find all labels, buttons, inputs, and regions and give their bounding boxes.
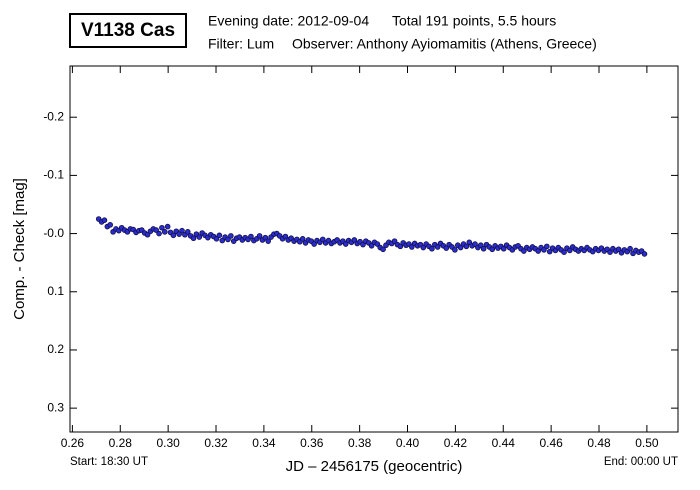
data-point: [535, 248, 542, 254]
data-point: [452, 247, 458, 253]
data-point: [282, 233, 289, 240]
data-point: [219, 237, 226, 244]
data-point: [156, 230, 162, 237]
x-tick-label: 0.28: [109, 436, 133, 450]
data-point: [380, 246, 386, 253]
y-axis-label: Comp. - Check [mag]: [11, 178, 28, 320]
data-point: [342, 241, 349, 247]
chart-title: V1138 Cas: [81, 20, 175, 41]
data-point: [521, 248, 527, 254]
end-time: End: 00:00 UT: [604, 456, 678, 468]
y-tick-label: -0.1: [43, 168, 64, 182]
x-tick-label: 0.40: [396, 436, 420, 450]
data-point: [225, 236, 231, 243]
x-tick-label: 0.30: [156, 436, 180, 450]
data-point: [391, 238, 398, 244]
data-point: [351, 237, 358, 243]
data-point: [368, 242, 375, 249]
x-tick-label: 0.42: [444, 436, 468, 450]
data-point: [299, 236, 306, 242]
x-tick-label: 0.34: [252, 436, 276, 450]
data-point: [107, 222, 114, 228]
data-point: [544, 243, 550, 250]
data-point: [627, 245, 633, 252]
data-point: [216, 232, 223, 239]
data-point: [176, 231, 182, 237]
data-point: [409, 244, 415, 250]
data-point: [319, 236, 326, 243]
data-point: [170, 232, 177, 239]
data-point: [184, 229, 191, 235]
data-point: [179, 227, 185, 234]
data-point: [159, 224, 165, 231]
data-point: [463, 243, 470, 250]
data-point: [546, 248, 553, 255]
y-tick-label: 0.3: [47, 400, 64, 414]
x-tick-label: 0.50: [635, 436, 659, 450]
observer: Observer: Anthony Ayiomamitis (Athens, G…: [292, 36, 597, 52]
data-point: [489, 246, 496, 253]
data-point: [466, 239, 473, 246]
y-tick-label: -0.0: [43, 226, 64, 240]
x-tick-label: 0.32: [204, 436, 228, 450]
data-point: [429, 245, 435, 252]
data-point: [541, 247, 547, 253]
y-tick-label: 0.1: [47, 284, 64, 298]
y-tick-label: 0.2: [47, 342, 64, 356]
plot-frame: [69, 65, 679, 433]
data-point: [161, 229, 168, 235]
x-tick-label: 0.48: [587, 436, 611, 450]
data-point: [265, 238, 271, 244]
data-point: [397, 243, 404, 250]
data-point: [420, 244, 427, 251]
data-point: [477, 242, 484, 249]
data-point: [480, 245, 487, 252]
data-point: [500, 245, 507, 252]
y-tick-label: -0.2: [43, 109, 64, 123]
data-point: [360, 241, 366, 248]
total-points: Total 191 points, 5.5 hours: [392, 13, 556, 29]
x-tick-label: 0.46: [539, 436, 563, 450]
data-point: [374, 241, 381, 247]
data-point: [101, 217, 108, 223]
data-point: [213, 236, 220, 242]
data-point: [434, 244, 441, 250]
filter: Filter: Lum: [208, 36, 274, 52]
data-point: [615, 246, 622, 253]
data-point: [311, 241, 317, 247]
data-point: [457, 244, 464, 251]
data-point: [196, 234, 203, 240]
evening-date: Evening date: 2012-09-04: [208, 13, 369, 29]
data-point: [164, 223, 171, 230]
start-time: Start: 18:30 UT: [70, 456, 148, 468]
x-tick-label: 0.36: [300, 436, 324, 450]
x-tick-label: 0.44: [492, 436, 516, 450]
data-point: [567, 247, 573, 254]
data-point: [641, 251, 648, 257]
data-point: [443, 245, 450, 251]
data-point: [153, 227, 159, 233]
data-point: [144, 231, 151, 238]
data-point: [256, 233, 263, 239]
data-point: [228, 233, 234, 239]
data-point: [561, 249, 567, 256]
x-axis-label: JD – 2456175 (geocentric): [286, 458, 463, 475]
data-point: [472, 241, 478, 247]
x-tick-label: 0.26: [61, 436, 85, 450]
data-point: [248, 233, 254, 240]
data-point: [607, 249, 613, 256]
x-tick-label: 0.38: [348, 436, 372, 450]
data-point: [190, 235, 197, 242]
title-box: [69, 13, 187, 48]
data-point: [262, 234, 269, 241]
